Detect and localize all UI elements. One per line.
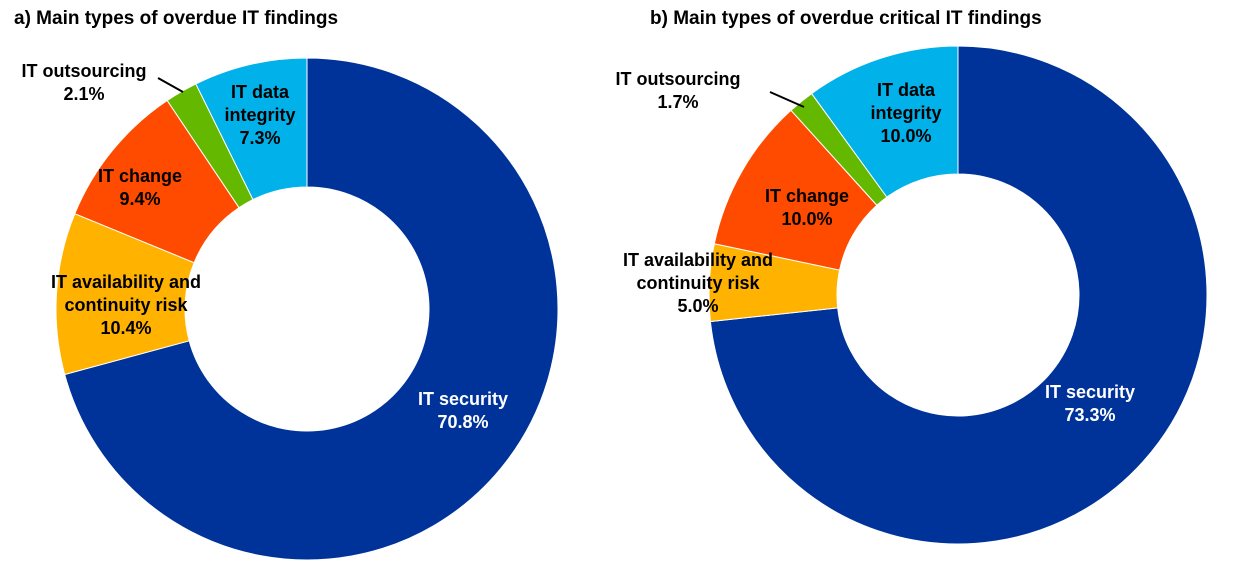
value-label-it-security: 73.3% bbox=[1064, 405, 1115, 425]
slice-it-data-integrity bbox=[195, 57, 308, 201]
category-label-it-availability-and-continuity-risk: continuity risk bbox=[64, 295, 188, 315]
category-label-it-change: IT change bbox=[765, 186, 849, 206]
chart-b-title: b) Main types of overdue critical IT fin… bbox=[650, 8, 1042, 29]
value-label-it-data-integrity: 7.3% bbox=[239, 128, 280, 148]
category-label-it-outsourcing: IT outsourcing bbox=[616, 69, 741, 89]
donut-chart-b: IT security 73.3% IT availability and conti… bbox=[616, 45, 1208, 545]
value-label-it-data-integrity: 10.0% bbox=[880, 126, 931, 146]
category-label-it-availability-and-continuity-risk: IT availability and bbox=[623, 250, 773, 270]
category-label-it-data-integrity: IT data bbox=[877, 80, 936, 100]
category-label-it-security: IT security bbox=[1045, 382, 1135, 402]
chart-a-title: a) Main types of overdue IT findings bbox=[14, 8, 339, 29]
leader-line-it-outsourcing bbox=[769, 91, 805, 108]
category-label-it-outsourcing: IT outsourcing bbox=[22, 61, 147, 81]
value-label-it-change: 9.4% bbox=[119, 189, 160, 209]
slice-it-security bbox=[64, 57, 559, 561]
value-label-it-security: 70.8% bbox=[437, 412, 488, 432]
value-label-it-change: 10.0% bbox=[781, 209, 832, 229]
leader-line-it-outsourcing bbox=[157, 77, 184, 93]
donut-chart-a: IT security 70.8% IT availability and conti… bbox=[22, 57, 559, 561]
category-label-it-data-integrity: integrity bbox=[224, 105, 295, 125]
category-label-it-data-integrity: IT data bbox=[231, 82, 290, 102]
value-label-it-availability-and-continuity-risk: 5.0% bbox=[677, 296, 718, 316]
value-label-it-outsourcing: 1.7% bbox=[657, 92, 698, 112]
slice-it-security bbox=[709, 45, 1208, 545]
category-label-it-security: IT security bbox=[418, 389, 508, 409]
slice-it-data-integrity bbox=[810, 45, 959, 198]
value-label-it-outsourcing: 2.1% bbox=[63, 84, 104, 104]
category-label-it-availability-and-continuity-risk: continuity risk bbox=[636, 273, 760, 293]
category-label-it-change: IT change bbox=[98, 166, 182, 186]
value-label-it-availability-and-continuity-risk: 10.4% bbox=[100, 318, 151, 338]
category-label-it-data-integrity: integrity bbox=[870, 103, 941, 123]
category-label-it-availability-and-continuity-risk: IT availability and bbox=[51, 272, 201, 292]
